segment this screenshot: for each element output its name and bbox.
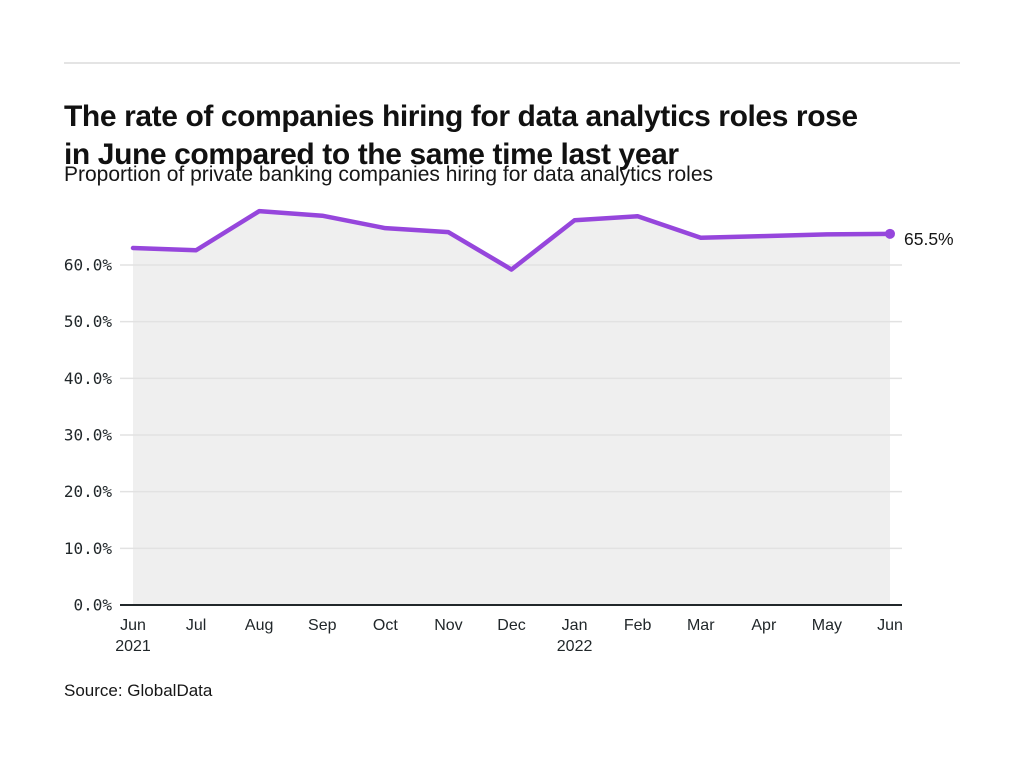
x-tick-year-label: 2022 (557, 638, 593, 655)
chart-title: The rate of companies hiring for data an… (64, 98, 1004, 174)
y-tick-label: 0.0% (73, 596, 112, 615)
y-tick-label: 20.0% (64, 482, 113, 501)
x-tick-label: Aug (245, 617, 273, 634)
y-tick-label: 30.0% (64, 426, 113, 445)
end-point-marker (885, 228, 895, 239)
source-attribution: Source: GlobalData (64, 681, 213, 700)
x-tick-label: Mar (687, 617, 715, 634)
x-tick-label: Dec (497, 617, 525, 634)
end-value-label: 65.5% (904, 229, 954, 249)
y-tick-label: 10.0% (64, 539, 113, 558)
x-tick-label: Nov (434, 617, 462, 634)
x-tick-label: Oct (373, 617, 398, 634)
chart-subtitle: Proportion of private banking companies … (64, 163, 714, 186)
y-tick-label: 40.0% (64, 369, 113, 388)
chart-title-line-2: in June compared to the same time last y… (64, 138, 679, 172)
x-tick-label: Apr (751, 617, 777, 634)
chart-title-line-1: The rate of companies hiring for data an… (64, 100, 858, 134)
x-tick-label: Jan (562, 617, 588, 634)
x-tick-label: Jul (186, 617, 206, 634)
x-tick-label: Jun (120, 617, 146, 634)
x-tick-label: Feb (624, 617, 652, 634)
x-tick-label: Jun (877, 617, 903, 634)
y-tick-label: 60.0% (64, 256, 113, 275)
x-tick-label: May (812, 617, 842, 634)
x-tick-year-label: 2021 (115, 638, 151, 655)
x-tick-label: Sep (308, 617, 337, 634)
area-fill (133, 211, 890, 605)
top-divider (64, 62, 960, 64)
y-tick-label: 50.0% (64, 312, 113, 331)
trend-line (130, 208, 893, 272)
